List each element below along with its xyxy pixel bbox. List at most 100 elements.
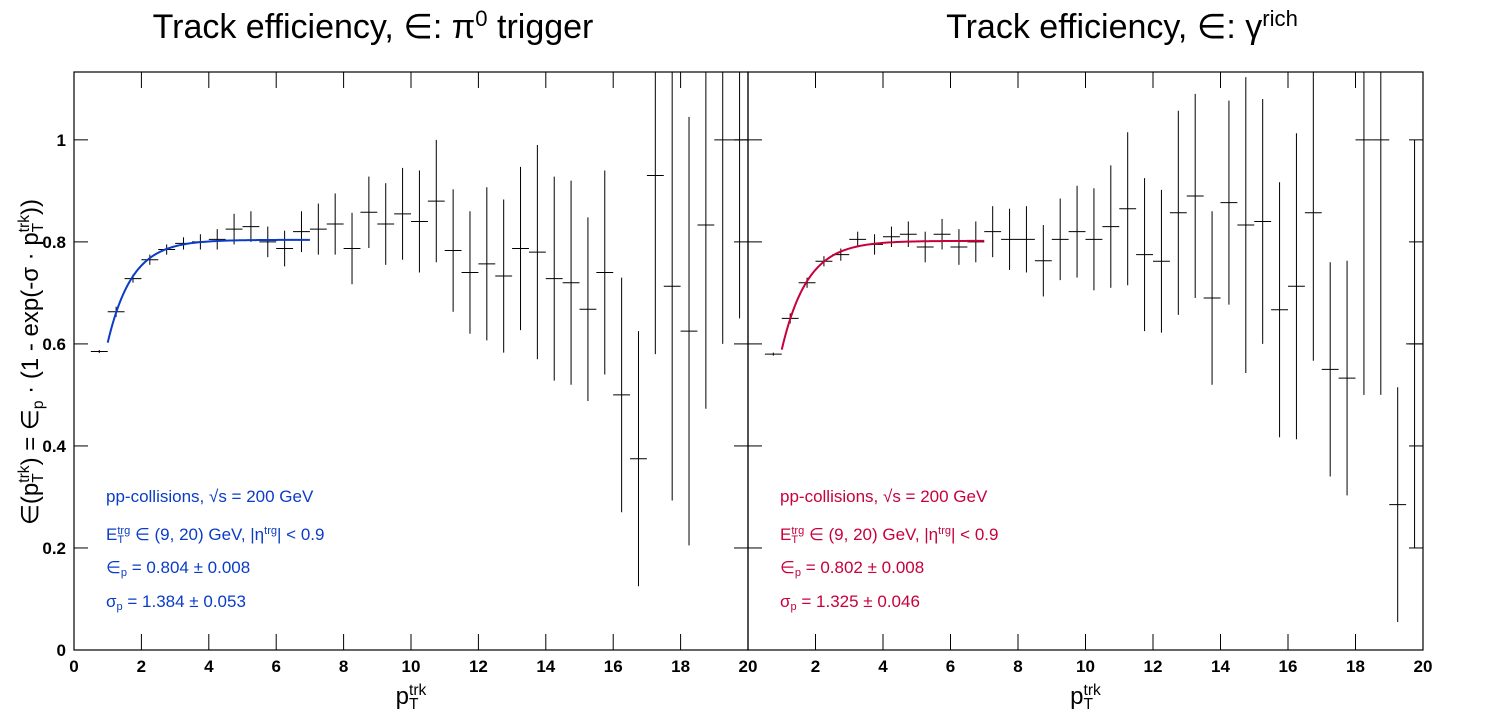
data-point bbox=[427, 139, 445, 263]
x-tick-label: 8 bbox=[339, 657, 348, 676]
data-point bbox=[1085, 188, 1103, 291]
data-point bbox=[276, 230, 294, 267]
text-part: p bbox=[117, 601, 123, 613]
y-tick-label: 0 bbox=[57, 641, 66, 660]
data-point bbox=[225, 213, 243, 245]
text-part: = bbox=[123, 592, 142, 611]
x-tick-label: 12 bbox=[469, 657, 488, 676]
text-part: | < 0.9 bbox=[951, 525, 998, 544]
data-point bbox=[343, 212, 361, 285]
data-point bbox=[950, 229, 968, 265]
data-point bbox=[899, 221, 917, 247]
text-part: ∈(p bbox=[17, 483, 44, 525]
data-point bbox=[90, 350, 108, 354]
data-point bbox=[1237, 77, 1255, 373]
text-part: σ bbox=[106, 592, 117, 611]
data-point bbox=[1153, 189, 1170, 333]
data-point bbox=[1338, 260, 1356, 496]
chart-title: Track efficiency, ∈: γrich bbox=[946, 6, 1298, 46]
y-tick-label: 0.2 bbox=[42, 539, 66, 558]
data-point bbox=[1001, 208, 1018, 270]
x-tick-label: 14 bbox=[1211, 657, 1230, 676]
y-tick-label: 0.4 bbox=[42, 437, 66, 456]
text-part: 0.046 bbox=[877, 592, 920, 611]
data-point bbox=[883, 226, 900, 247]
data-point bbox=[1136, 178, 1153, 332]
data-point bbox=[1271, 182, 1288, 438]
data-point bbox=[1355, 72, 1373, 395]
text-part: p bbox=[396, 683, 409, 710]
data-point bbox=[394, 167, 411, 260]
data-point bbox=[478, 187, 496, 341]
text-part: trk bbox=[1084, 682, 1102, 699]
x-tick-label: 18 bbox=[1346, 657, 1365, 676]
annotation: pp-collisions, √s = 200 GeV bbox=[106, 487, 314, 506]
text-part: rich bbox=[1262, 6, 1298, 31]
text-part: 0.008 bbox=[208, 558, 251, 577]
x-tick-label: 14 bbox=[536, 657, 555, 676]
y-tick-label: 0.8 bbox=[42, 233, 66, 252]
x-axis-label: pTtrk bbox=[396, 682, 427, 713]
data-point bbox=[242, 211, 260, 242]
y-tick-label: 1 bbox=[57, 131, 66, 150]
x-tick-label: 2 bbox=[811, 657, 820, 676]
data-point bbox=[461, 211, 479, 334]
x-tick-label: 16 bbox=[1279, 657, 1298, 676]
data-point bbox=[1169, 110, 1187, 315]
text-part: trk bbox=[16, 465, 33, 483]
fit-curve bbox=[106, 238, 310, 343]
data-point bbox=[1288, 133, 1305, 440]
x-tick-label: 0 bbox=[69, 657, 78, 676]
text-part: ∈ (9, 20) GeV, |η bbox=[804, 525, 938, 544]
x-tick-label: 10 bbox=[1076, 657, 1095, 676]
data-point bbox=[293, 211, 310, 253]
text-part: E bbox=[780, 525, 791, 544]
chart-title: Track efficiency, ∈: π0 trigger bbox=[153, 6, 594, 46]
data-point bbox=[411, 170, 428, 273]
text-part: · (1 - exp(-σ · p bbox=[17, 232, 44, 400]
x-tick-label: 6 bbox=[271, 657, 280, 676]
text-part: 1.384 bbox=[142, 592, 185, 611]
text-part: 0 bbox=[475, 6, 487, 31]
data-point bbox=[1018, 206, 1035, 273]
data-point bbox=[933, 218, 951, 250]
data-point bbox=[562, 180, 580, 385]
data-point bbox=[1220, 100, 1238, 305]
text-part: σ bbox=[780, 592, 791, 611]
text-part: p bbox=[121, 567, 127, 579]
annotation: σp = 1.325 ± 0.046 bbox=[780, 592, 920, 613]
data-point bbox=[1254, 99, 1272, 344]
data-point bbox=[1119, 132, 1137, 286]
data-point bbox=[714, 72, 732, 344]
text-part: trigger bbox=[488, 8, 594, 46]
text-part: )) bbox=[17, 199, 44, 215]
x-tick-label: 2 bbox=[137, 657, 146, 676]
text-part: ± bbox=[863, 558, 882, 577]
data-point bbox=[360, 176, 378, 249]
data-point bbox=[545, 176, 563, 381]
text-part: ± bbox=[859, 592, 878, 611]
annotation: pp-collisions, √s = 200 GeV bbox=[780, 487, 988, 506]
data-point bbox=[596, 170, 614, 375]
data-point bbox=[697, 72, 715, 409]
data-point bbox=[528, 144, 546, 360]
text-part: pp-collisions, √s = 200 GeV bbox=[780, 487, 988, 506]
x-tick-label: 12 bbox=[1144, 657, 1163, 676]
text-part: = bbox=[801, 558, 820, 577]
data-point bbox=[141, 254, 159, 265]
data-point bbox=[1102, 165, 1120, 288]
x-tick-label: 18 bbox=[671, 657, 690, 676]
text-part: 0.802 bbox=[820, 558, 863, 577]
y-tick-label: 0.6 bbox=[42, 335, 66, 354]
x-tick-label: 20 bbox=[1414, 657, 1433, 676]
data-point bbox=[1389, 387, 1407, 622]
text-part: trg bbox=[264, 525, 277, 537]
data-point bbox=[444, 189, 462, 312]
data-point bbox=[630, 331, 647, 587]
annotation: ETtrg ∈ (9, 20) GeV, |ηtrg| < 0.9 bbox=[106, 525, 324, 546]
text-part: ) = ∈ bbox=[17, 409, 44, 465]
text-part: p bbox=[1070, 683, 1083, 710]
text-part: Track efficiency, ∈: γ bbox=[946, 8, 1262, 46]
